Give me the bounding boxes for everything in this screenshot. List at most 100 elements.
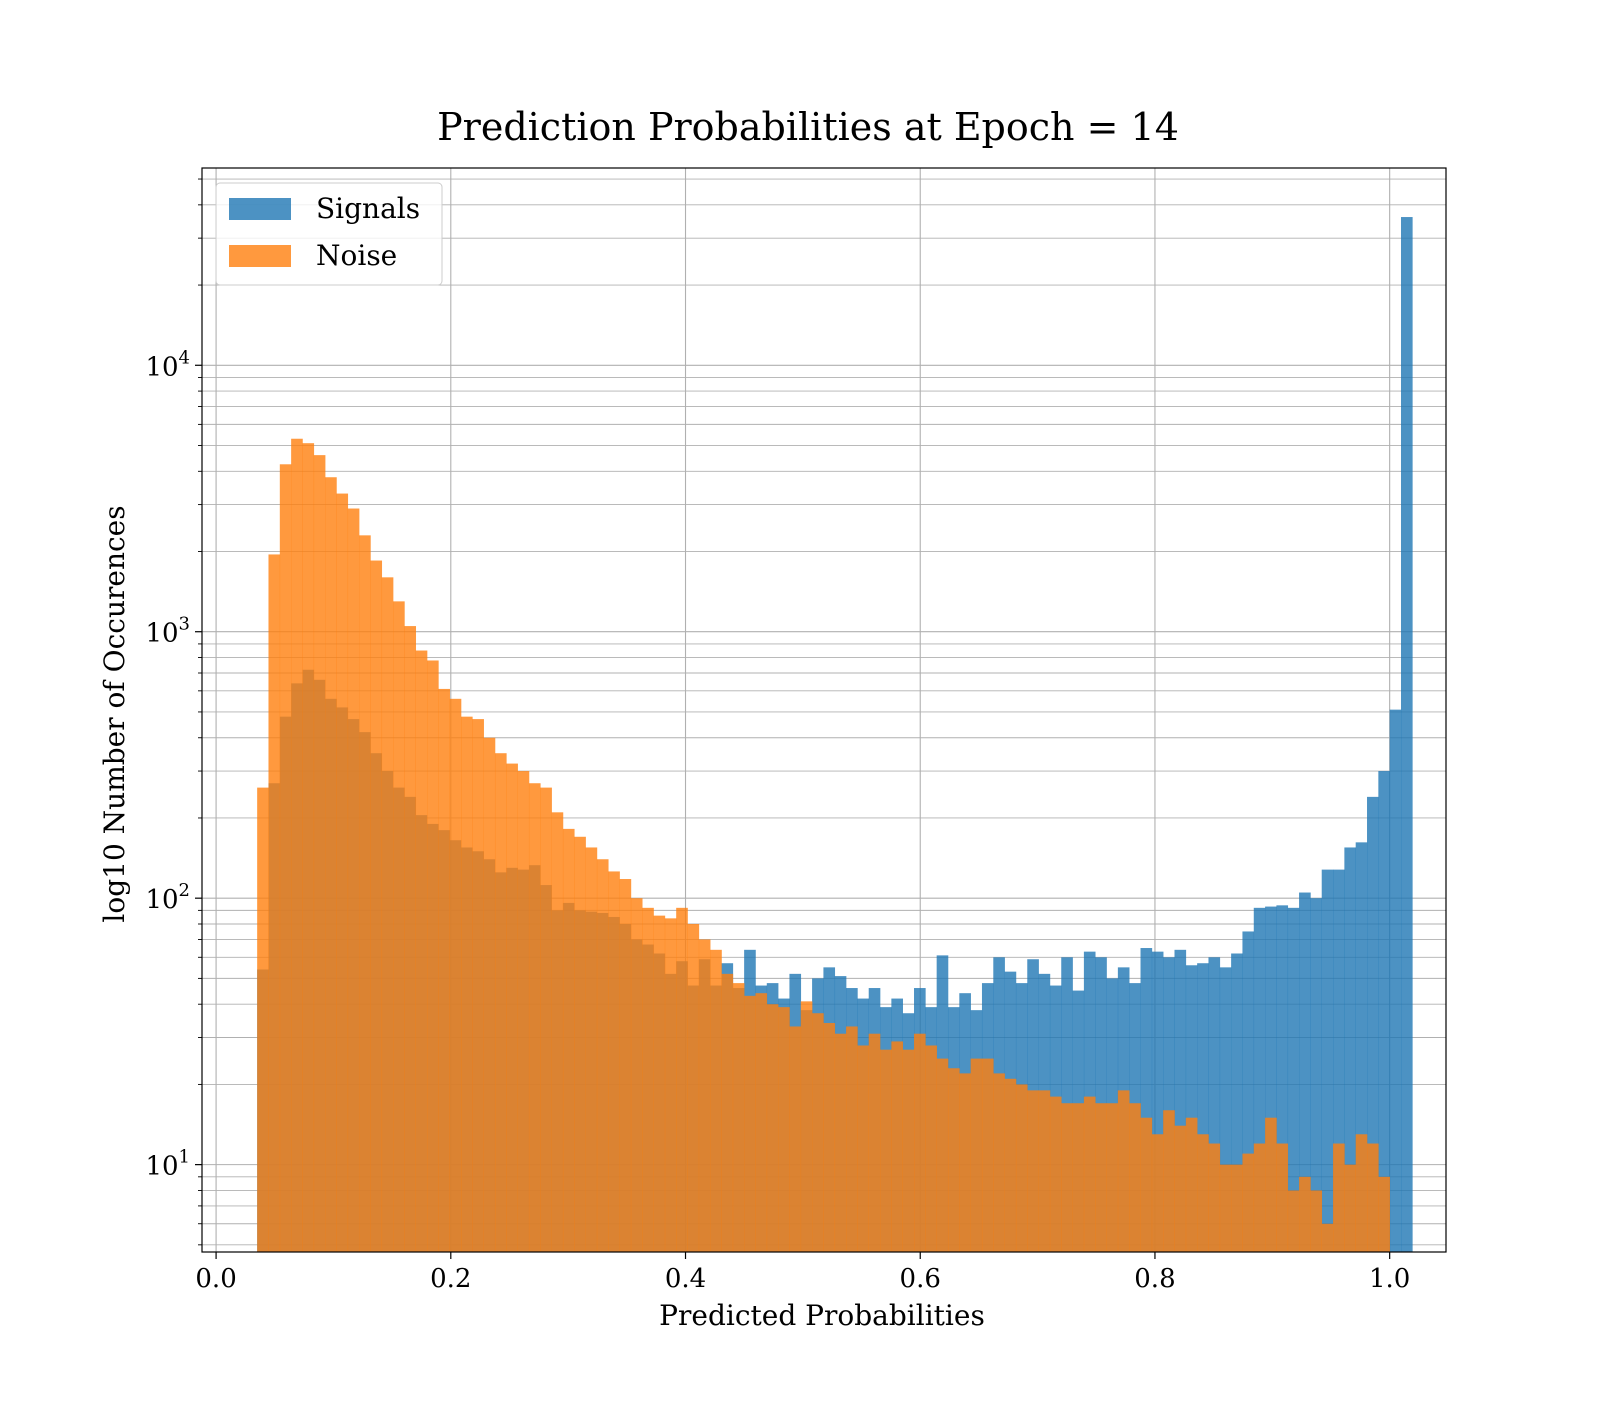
bar-noise bbox=[1117, 1090, 1130, 1252]
bar-noise bbox=[1219, 1164, 1232, 1252]
bar-noise bbox=[370, 560, 383, 1252]
bar-signals bbox=[1310, 898, 1323, 1252]
bar-noise bbox=[687, 923, 700, 1252]
bar-signals bbox=[1231, 953, 1243, 1252]
bar-signals bbox=[1299, 892, 1311, 1252]
bar-noise bbox=[1197, 1134, 1209, 1252]
bar-noise bbox=[766, 1004, 779, 1252]
bar-noise bbox=[608, 871, 620, 1252]
bar-noise bbox=[1185, 1117, 1198, 1252]
bar-noise bbox=[427, 660, 439, 1252]
bar-noise bbox=[1174, 1125, 1187, 1252]
bar-noise bbox=[461, 716, 473, 1252]
bar-noise bbox=[800, 1001, 813, 1252]
bar-noise bbox=[585, 847, 598, 1252]
bar-noise bbox=[653, 915, 666, 1252]
bar-noise bbox=[1129, 1103, 1141, 1252]
bar-signals bbox=[1276, 905, 1289, 1252]
bars-layer bbox=[257, 217, 1413, 1253]
bar-noise bbox=[1083, 1096, 1096, 1252]
bar-signals bbox=[1208, 957, 1221, 1252]
bar-noise bbox=[1310, 1190, 1323, 1252]
bar-noise bbox=[415, 650, 428, 1252]
bar-noise bbox=[257, 787, 269, 1252]
bar-noise bbox=[596, 859, 609, 1252]
bar-noise bbox=[1344, 1164, 1356, 1252]
bar-signals bbox=[1219, 967, 1232, 1252]
bar-noise bbox=[1049, 1096, 1062, 1252]
bar-noise bbox=[1038, 1090, 1051, 1252]
chart-title: Prediction Probabilities at Epoch = 14 bbox=[437, 105, 1179, 149]
bar-noise bbox=[664, 918, 677, 1252]
bar-signals bbox=[1378, 771, 1390, 1252]
bar-noise bbox=[834, 1033, 847, 1252]
bar-noise bbox=[404, 626, 417, 1252]
bar-signals bbox=[1140, 948, 1153, 1252]
bar-noise bbox=[540, 787, 552, 1252]
y-tick-label: 104 bbox=[145, 347, 190, 382]
bar-noise bbox=[551, 812, 564, 1252]
legend-label-noise: Noise bbox=[316, 239, 397, 272]
bar-noise bbox=[880, 1049, 892, 1252]
bar-noise bbox=[1355, 1134, 1368, 1252]
bar-noise bbox=[970, 1058, 983, 1252]
bar-noise bbox=[1333, 1143, 1345, 1252]
bar-noise bbox=[981, 1058, 994, 1252]
x-tick-label: 1.0 bbox=[1369, 1264, 1410, 1294]
y-tick-exponent: 4 bbox=[179, 347, 190, 368]
series-noise bbox=[257, 438, 1390, 1253]
y-tick-exponent: 1 bbox=[179, 1147, 190, 1168]
bar-noise bbox=[891, 1041, 903, 1252]
legend-swatch-noise bbox=[229, 245, 291, 267]
bar-noise bbox=[347, 508, 360, 1252]
bar-noise bbox=[1242, 1153, 1255, 1252]
bar-noise bbox=[1321, 1223, 1334, 1252]
y-tick-label: 103 bbox=[145, 614, 190, 649]
bar-noise bbox=[778, 1007, 790, 1252]
x-tick-label: 0.8 bbox=[1134, 1264, 1175, 1294]
bar-signals bbox=[1265, 906, 1277, 1252]
bar-noise bbox=[574, 836, 586, 1252]
bar-signals bbox=[1344, 847, 1356, 1252]
bar-signals bbox=[1197, 963, 1209, 1252]
bar-noise bbox=[1231, 1164, 1243, 1252]
bar-noise bbox=[336, 493, 349, 1253]
y-tick-base: 10 bbox=[145, 352, 178, 382]
bar-noise bbox=[868, 1033, 881, 1252]
bar-noise bbox=[1367, 1143, 1379, 1252]
legend-swatch-signals bbox=[229, 198, 291, 220]
bar-noise bbox=[857, 1045, 870, 1252]
y-tick-exponent: 2 bbox=[179, 880, 190, 901]
bar-signals bbox=[1389, 709, 1402, 1252]
bar-noise bbox=[846, 1026, 858, 1252]
y-tick-base: 10 bbox=[145, 885, 178, 915]
bar-signals bbox=[1355, 842, 1368, 1252]
bar-noise bbox=[1287, 1190, 1300, 1252]
bar-signals bbox=[1253, 907, 1266, 1252]
bar-noise bbox=[1004, 1078, 1017, 1252]
plot-frame bbox=[201, 167, 1447, 1253]
bar-signals bbox=[1287, 907, 1300, 1252]
bar-noise bbox=[438, 688, 450, 1252]
bar-signals bbox=[1321, 869, 1334, 1252]
y-tick-base: 10 bbox=[145, 619, 178, 649]
bar-noise bbox=[721, 973, 734, 1252]
bar-noise bbox=[676, 907, 688, 1252]
bar-noise bbox=[359, 535, 371, 1252]
bar-noise bbox=[1140, 1117, 1153, 1252]
y-tick-label: 102 bbox=[145, 880, 190, 915]
bar-noise bbox=[302, 443, 315, 1252]
bar-noise bbox=[914, 1033, 926, 1252]
bar-noise bbox=[1208, 1143, 1221, 1252]
x-tick-label: 0.6 bbox=[900, 1264, 941, 1294]
bar-signals bbox=[1174, 949, 1187, 1252]
bar-noise bbox=[1072, 1103, 1085, 1252]
x-tick-label: 0.0 bbox=[195, 1264, 236, 1294]
bar-noise bbox=[936, 1058, 949, 1252]
y-tick-base: 10 bbox=[145, 1152, 178, 1182]
bar-noise bbox=[494, 753, 507, 1252]
bar-noise bbox=[925, 1045, 937, 1252]
y-tick-label: 101 bbox=[145, 1147, 190, 1182]
